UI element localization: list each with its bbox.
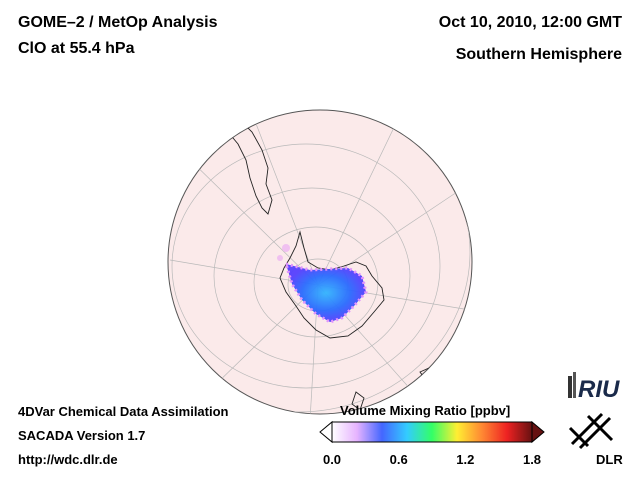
dlr-logo: [568, 412, 614, 450]
colorbar-right-arrow: [531, 420, 545, 444]
footer-line-1: 4DVar Chemical Data Assimilation: [18, 404, 229, 419]
title-line-2: ClO at 55.4 hPa: [18, 40, 135, 57]
colorbar-left-arrow: [319, 420, 333, 444]
dlr-logo-mark: [568, 412, 614, 450]
region-label: Southern Hemisphere: [455, 46, 622, 63]
colorbar-gradient: [331, 421, 533, 443]
date-label: Oct 10, 2010, 12:00 GMT: [438, 14, 622, 31]
colorbar-tick-label: 1.8: [522, 452, 542, 467]
globe-disc: [167, 109, 473, 415]
clo-hotspot: [277, 244, 368, 324]
riu-logo-text: RIU: [578, 376, 620, 402]
colorbar-tick-label: 1.2: [456, 452, 475, 467]
riu-logo: RIU: [568, 372, 620, 402]
colorbar-title: Volume Mixing Ratio [ppbv]: [340, 403, 511, 418]
colorbar-tick-label: 0.6: [389, 452, 408, 467]
colorbar: [319, 420, 545, 444]
footer-url: http://wdc.dlr.de: [18, 452, 118, 467]
title-line-1: GOME–2 / MetOp Analysis: [18, 14, 218, 31]
footer-line-2: SACADA Version 1.7: [18, 428, 146, 443]
dlr-logo-text: DLR: [596, 452, 623, 467]
colorbar-tick-label: 0.0: [322, 452, 342, 467]
